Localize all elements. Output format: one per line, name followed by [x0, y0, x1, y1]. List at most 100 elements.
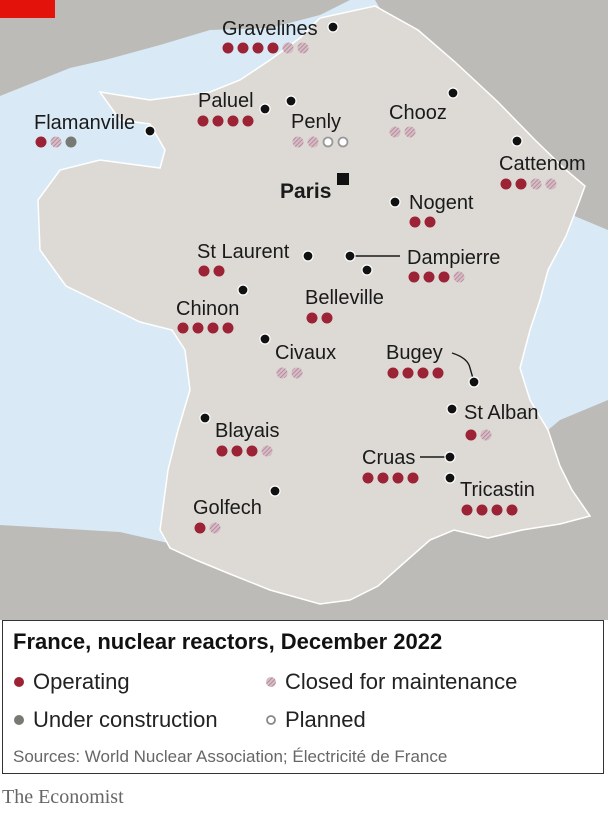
reactor-dot-penly-1 — [292, 136, 304, 148]
reactor-dot-gravelines-4 — [267, 42, 279, 54]
reactor-dot-cruas-4 — [407, 472, 419, 484]
site-label-cruas: Cruas — [362, 447, 415, 469]
reactor-dot-cruas-1 — [362, 472, 374, 484]
paris-marker — [337, 173, 349, 185]
reactor-dot-penly-2 — [307, 136, 319, 148]
reactor-sites: Gravelines Paluel Flamanville Penly Chooz Cat… — [34, 18, 586, 534]
reactor-dot-nogent-2 — [424, 216, 436, 228]
reactor-dot-paluel-4 — [242, 115, 254, 127]
reactor-dot-st-laurent-1 — [198, 265, 210, 277]
site-marker-cattenom — [511, 135, 523, 147]
site-label-civaux: Civaux — [275, 342, 336, 364]
site-marker-tricastin — [444, 472, 456, 484]
site-marker-bugey — [468, 376, 480, 388]
reactor-dot-st-alban-1 — [465, 429, 477, 441]
reactor-dot-chinon-2 — [192, 322, 204, 334]
reactor-dot-flamanville-1 — [35, 136, 47, 148]
reactor-dot-penly-4 — [337, 136, 349, 148]
britain-land — [0, 0, 350, 96]
neighbour-land — [0, 0, 608, 620]
site-label-blayais: Blayais — [215, 420, 279, 442]
reactor-dot-belleville-1 — [306, 312, 318, 324]
sources: Sources: World Nuclear Association; Élec… — [13, 747, 448, 766]
site-marker-nogent — [389, 196, 401, 208]
site-label-tricastin: Tricastin — [460, 479, 535, 501]
reactor-dot-tricastin-2 — [476, 504, 488, 516]
site-label-st-alban: St Alban — [464, 402, 539, 424]
site-marker-golfech — [269, 485, 281, 497]
reactor-dot-cruas-3 — [392, 472, 404, 484]
site-marker-chinon — [237, 284, 249, 296]
construction-dot-icon — [14, 715, 24, 725]
reactor-dot-dampierre-3 — [438, 271, 450, 283]
france-reactor-map: Paris Gravelines Paluel Flamanville Penly Ch… — [0, 0, 608, 620]
reactor-dot-cruas-2 — [377, 472, 389, 484]
reactor-dot-blayais-4 — [261, 445, 273, 457]
reactor-dot-gravelines-3 — [252, 42, 264, 54]
reactor-dot-chinon-1 — [177, 322, 189, 334]
site-marker-blayais — [199, 412, 211, 424]
legend-planned-label: Planned — [285, 707, 366, 732]
reactor-dot-bugey-3 — [417, 367, 429, 379]
site-marker-civaux — [259, 333, 271, 345]
reactor-dot-blayais-1 — [216, 445, 228, 457]
maintenance-dot-icon — [266, 677, 276, 687]
site-label-penly: Penly — [291, 111, 341, 133]
chart-title: France, nuclear reactors, December 2022 — [13, 629, 443, 654]
site-marker-flamanville — [144, 125, 156, 137]
operating-dot-icon — [14, 677, 24, 687]
site-marker-gravelines — [327, 21, 339, 33]
reactor-dot-gravelines-6 — [297, 42, 309, 54]
brand-logo: The Economist — [2, 786, 124, 808]
reactor-dot-civaux-2 — [291, 367, 303, 379]
site-label-chinon: Chinon — [176, 298, 239, 320]
reactor-dot-tricastin-4 — [506, 504, 518, 516]
reactor-dot-golfech-2 — [209, 522, 221, 534]
site-marker-belleville — [361, 264, 373, 276]
reactor-dot-bugey-2 — [402, 367, 414, 379]
site-label-belleville: Belleville — [305, 287, 384, 309]
reactor-dot-cattenom-4 — [545, 178, 557, 190]
reactor-dot-dampierre-2 — [423, 271, 435, 283]
site-marker-chooz — [447, 87, 459, 99]
reactor-dot-cattenom-2 — [515, 178, 527, 190]
site-label-paluel: Paluel — [198, 90, 254, 112]
legend-planned: Planned — [265, 707, 366, 733]
site-label-chooz: Chooz — [389, 102, 447, 124]
site-label-bugey: Bugey — [386, 342, 443, 364]
legend-construction-label: Under construction — [33, 707, 218, 732]
legend-operating: Operating — [13, 669, 130, 695]
planned-dot-icon — [266, 715, 276, 725]
reactor-dot-penly-3 — [322, 136, 334, 148]
reactor-dot-chinon-3 — [207, 322, 219, 334]
legend-maintenance-label: Closed for maintenance — [285, 669, 518, 694]
reactor-dot-chinon-4 — [222, 322, 234, 334]
site-label-nogent: Nogent — [409, 192, 474, 214]
reactor-dot-nogent-1 — [409, 216, 421, 228]
legend: France, nuclear reactors, December 2022 … — [2, 620, 604, 774]
reactor-dot-flamanville-3 — [65, 136, 77, 148]
reactor-dot-gravelines-2 — [237, 42, 249, 54]
reactor-dot-belleville-2 — [321, 312, 333, 324]
site-label-dampierre: Dampierre — [407, 247, 500, 269]
paris-label: Paris — [280, 180, 331, 203]
reactor-dot-golfech-1 — [194, 522, 206, 534]
reactor-dot-cattenom-1 — [500, 178, 512, 190]
reactor-dot-dampierre-4 — [453, 271, 465, 283]
site-marker-penly — [285, 95, 297, 107]
site-label-cattenom: Cattenom — [499, 153, 586, 175]
site-marker-cruas — [444, 451, 456, 463]
legend-maintenance: Closed for maintenance — [265, 669, 517, 695]
reactor-dot-tricastin-1 — [461, 504, 473, 516]
reactor-dot-paluel-2 — [212, 115, 224, 127]
site-marker-st-laurent — [302, 250, 314, 262]
reactor-dot-paluel-1 — [197, 115, 209, 127]
site-label-flamanville: Flamanville — [34, 112, 135, 134]
reactor-dot-bugey-1 — [387, 367, 399, 379]
site-marker-paluel — [259, 103, 271, 115]
reactor-dot-civaux-1 — [276, 367, 288, 379]
reactor-dot-tricastin-3 — [491, 504, 503, 516]
reactor-dot-blayais-3 — [246, 445, 258, 457]
reactor-dot-chooz-1 — [389, 126, 401, 138]
bugey-leader — [451, 352, 475, 383]
